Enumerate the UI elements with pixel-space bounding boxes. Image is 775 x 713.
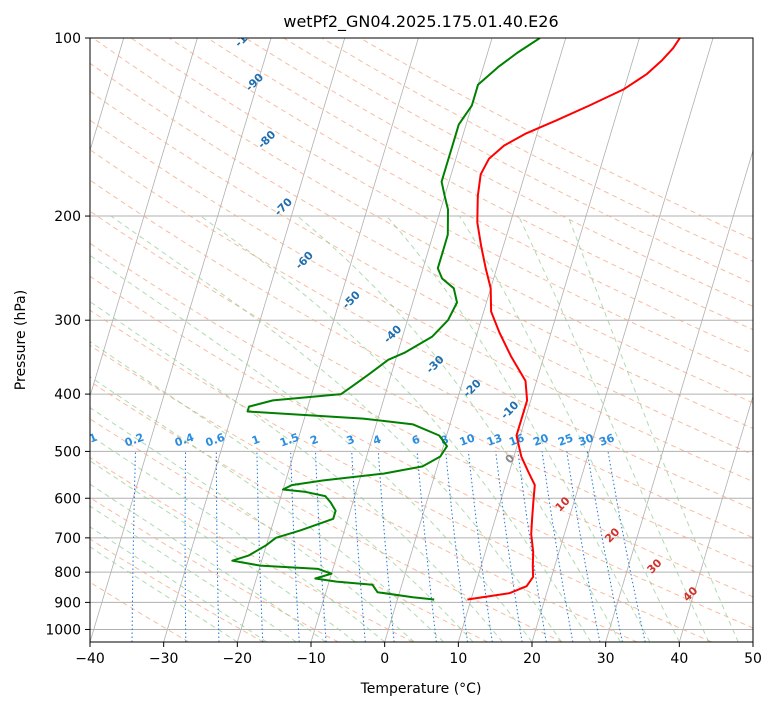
y-axis-label: Pressure (hPa) [13, 290, 29, 390]
x-tick-label: 40 [670, 651, 688, 667]
y-tick-label: 500 [54, 444, 81, 460]
y-tick-label: 800 [54, 565, 81, 581]
y-tick-label: 1000 [45, 622, 81, 638]
y-tick-label: 900 [54, 595, 81, 611]
x-tick-label: 0 [380, 651, 389, 667]
x-tick-label: −30 [149, 651, 179, 667]
x-axis-label: Temperature (°C) [360, 681, 482, 697]
y-tick-label: 700 [54, 531, 81, 547]
x-tick-label: −10 [296, 651, 326, 667]
chart-title: wetPf2_GN04.2025.175.01.40.E26 [283, 12, 558, 32]
x-tick-label: −20 [223, 651, 253, 667]
y-tick-label: 400 [54, 387, 81, 403]
x-tick-label: 10 [449, 651, 467, 667]
x-tick-label: −40 [75, 651, 105, 667]
x-tick-label: 30 [597, 651, 615, 667]
y-tick-label: 600 [54, 491, 81, 507]
y-tick-label: 200 [54, 209, 81, 225]
y-tick-label: 100 [54, 31, 81, 47]
x-tick-label: 20 [523, 651, 541, 667]
x-tick-label: 50 [744, 651, 762, 667]
y-tick-label: 300 [54, 313, 81, 329]
